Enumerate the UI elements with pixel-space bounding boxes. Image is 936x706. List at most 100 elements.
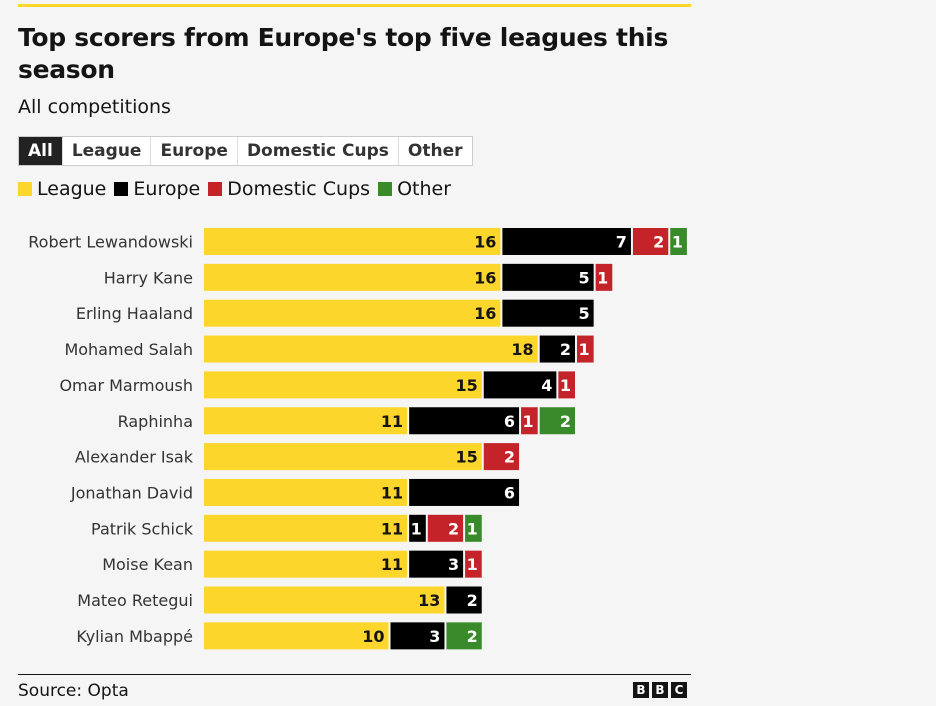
bar-segment-europe xyxy=(446,586,482,614)
bar-segment-domestic-cups xyxy=(632,228,669,255)
bar-segment-other xyxy=(539,407,575,435)
bar-segment-league xyxy=(204,514,408,542)
legend: League Europe Domestic Cups Other xyxy=(18,178,459,200)
bar-segment-europe xyxy=(502,299,594,327)
bar-value-label: 10 xyxy=(362,627,384,646)
bar-segment-europe xyxy=(409,550,464,578)
bar-value-label: 1 xyxy=(597,268,608,287)
player-label: Raphinha xyxy=(118,412,193,431)
bar-segment-europe xyxy=(539,335,575,363)
legend-item-domestic-cups: Domestic Cups xyxy=(208,178,370,200)
bar-value-label: 6 xyxy=(504,483,515,502)
chart-subtitle: All competitions xyxy=(18,96,171,118)
bar-value-label: 7 xyxy=(616,233,627,252)
bar-segment-league xyxy=(204,550,408,578)
player-label: Alexander Isak xyxy=(75,448,194,467)
bar-segment-domestic-cups xyxy=(595,263,613,291)
bar-value-label: 2 xyxy=(467,627,478,646)
bar-segment-other xyxy=(446,622,482,650)
bar-value-label: 6 xyxy=(504,412,515,431)
bar-value-label: 13 xyxy=(418,591,440,610)
bbc-logo-b1: B xyxy=(633,682,649,698)
player-label: Harry Kane xyxy=(104,268,193,287)
bar-value-label: 5 xyxy=(579,304,590,323)
player-label: Mateo Retegui xyxy=(77,591,193,610)
bar-value-label: 1 xyxy=(467,519,478,538)
bar-value-label: 2 xyxy=(467,591,478,610)
bar-segment-other xyxy=(670,228,687,255)
bar-segment-domestic-cups xyxy=(558,371,575,399)
bar-value-label: 3 xyxy=(429,627,440,646)
top-accent-line xyxy=(18,4,691,7)
bar-segment-domestic-cups xyxy=(427,514,464,542)
tab-europe[interactable]: Europe xyxy=(150,137,237,165)
chart-title: Top scorers from Europe's top five leagu… xyxy=(18,23,669,84)
bar-value-label: 4 xyxy=(541,376,552,395)
bar-value-label: 18 xyxy=(511,340,533,359)
bar-segment-europe xyxy=(483,371,557,399)
bar-segment-europe xyxy=(502,228,631,255)
tab-domestic-cups[interactable]: Domestic Cups xyxy=(236,137,398,165)
bar-value-label: 2 xyxy=(504,448,515,467)
bar-value-label: 16 xyxy=(474,304,496,323)
player-label: Jonathan David xyxy=(70,483,193,502)
bar-segment-league xyxy=(204,228,501,255)
bar-value-label: 2 xyxy=(448,519,459,538)
legend-label: Other xyxy=(397,178,452,200)
bar-segment-league xyxy=(204,586,445,614)
footer-divider xyxy=(18,674,691,675)
bar-value-label: 11 xyxy=(381,483,403,502)
filter-tabs: All League Europe Domestic Cups Other xyxy=(18,136,473,166)
bar-value-label: 2 xyxy=(560,412,571,431)
bar-value-label: 1 xyxy=(523,412,534,431)
bar-value-label: 2 xyxy=(653,233,664,252)
bar-segment-europe xyxy=(390,622,445,650)
legend-item-europe: Europe xyxy=(114,178,200,200)
bar-value-label: 1 xyxy=(467,555,478,574)
bar-value-label: 3 xyxy=(448,555,459,574)
bar-segment-league xyxy=(204,478,408,506)
player-label: Mohamed Salah xyxy=(64,340,193,359)
bar-segment-league xyxy=(204,443,482,471)
bar-value-label: 1 xyxy=(672,233,683,252)
bar-segment-league xyxy=(204,371,482,399)
bar-value-label: 5 xyxy=(579,268,590,287)
legend-label: Domestic Cups xyxy=(227,178,371,200)
player-label: Kylian Mbappé xyxy=(76,627,193,646)
bar-segment-league xyxy=(204,335,538,363)
legend-swatch xyxy=(114,182,129,196)
bar-segment-league xyxy=(204,299,501,327)
bar-segment-domestic-cups xyxy=(521,407,538,435)
bar-value-label: 2 xyxy=(560,340,571,359)
bar-value-label: 1 xyxy=(560,376,571,395)
bar-segment-europe xyxy=(409,407,520,435)
player-label: Moise Kean xyxy=(102,555,193,574)
bar-value-label: 15 xyxy=(455,376,477,395)
legend-swatch xyxy=(18,182,32,196)
tab-all[interactable]: All xyxy=(19,137,62,165)
bar-segment-league xyxy=(204,407,408,435)
bar-value-label: 11 xyxy=(381,519,403,538)
legend-label: Europe xyxy=(133,178,201,200)
player-label: Robert Lewandowski xyxy=(28,233,193,252)
tab-league[interactable]: League xyxy=(61,137,151,165)
bbc-logo: B B C xyxy=(630,682,687,698)
legend-swatch xyxy=(208,182,223,196)
bar-value-label: 1 xyxy=(411,519,422,538)
bar-segment-other xyxy=(465,514,482,542)
bar-value-label: 11 xyxy=(381,412,403,431)
bar-segment-league xyxy=(204,263,501,291)
bbc-logo-c: C xyxy=(671,682,687,698)
legend-label: League xyxy=(37,178,107,200)
legend-item-league: League xyxy=(18,178,106,200)
bar-segment-europe xyxy=(409,514,426,542)
bar-value-label: 11 xyxy=(381,555,403,574)
bar-segment-domestic-cups xyxy=(465,550,482,578)
bar-segment-league xyxy=(204,622,389,650)
player-label: Erling Haaland xyxy=(76,304,193,323)
tab-other[interactable]: Other xyxy=(397,137,472,165)
bar-value-label: 16 xyxy=(474,268,496,287)
bar-value-label: 1 xyxy=(579,340,590,359)
bar-segment-europe xyxy=(502,263,594,291)
